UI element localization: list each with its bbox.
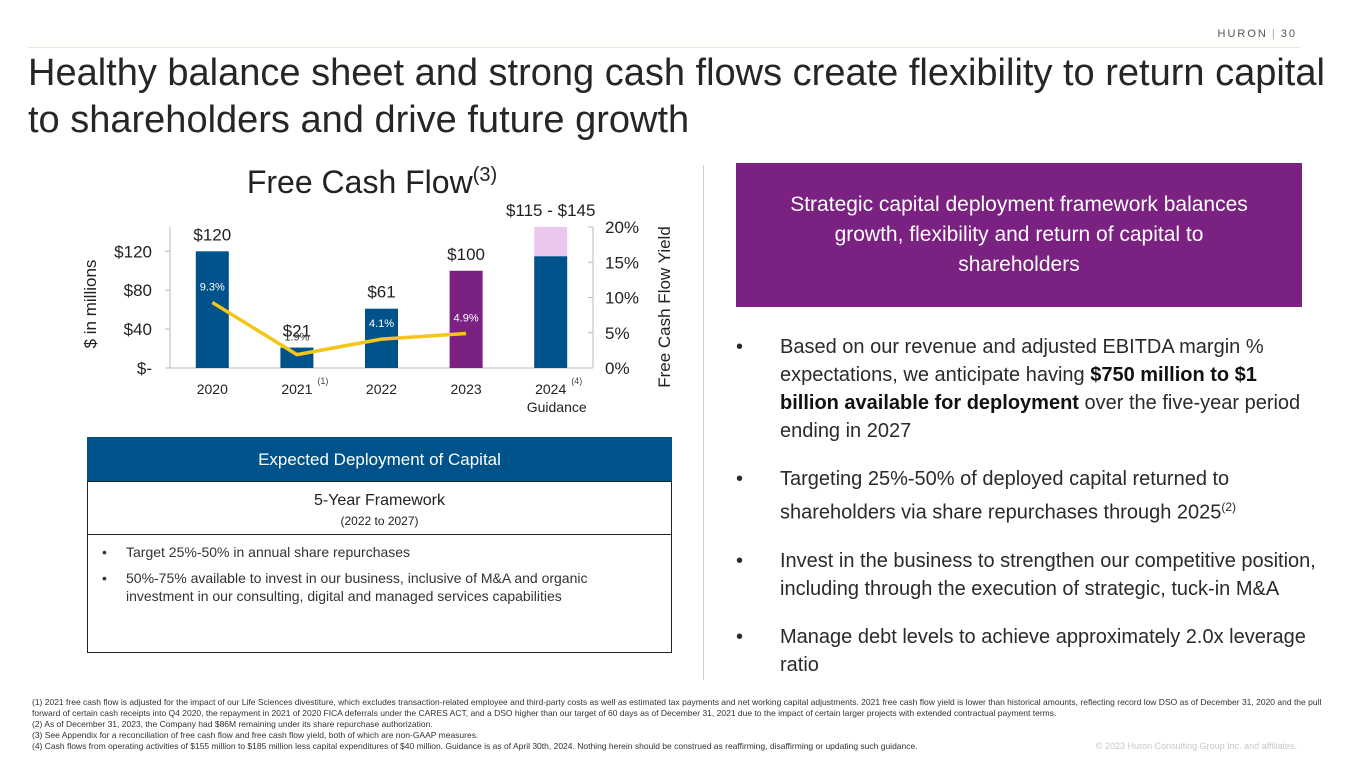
bar-range <box>534 227 568 257</box>
yield-label: 9.3% <box>200 281 225 293</box>
yield-label: 1.9% <box>284 332 309 344</box>
key-point: Based on our revenue and adjusted EBITDA… <box>736 333 1316 445</box>
x-tick-sublabel: Guidance <box>527 399 587 415</box>
key-point: Manage debt levels to achieve approximat… <box>736 623 1316 679</box>
yield-label: 4.1% <box>369 318 394 330</box>
footnote: (3) See Appendix for a reconciliation of… <box>32 730 479 740</box>
y2-tick-label: 15% <box>605 253 639 272</box>
y2-tick-label: 5% <box>605 324 630 343</box>
key-point: Targeting 25%-50% of deployed capital re… <box>736 465 1316 527</box>
x-tick-label: 2020 <box>197 381 228 397</box>
y-axis-label: $ in millions <box>81 260 100 349</box>
bar-value-label: $21 <box>283 322 311 341</box>
framework-list: Target 25%-50% in annual share repurchas… <box>88 543 671 605</box>
deployment-header: Expected Deployment of Capital <box>87 437 672 481</box>
page-number: 30 <box>1280 28 1297 40</box>
footnote: (2) As of December 31, 2023, the Company… <box>32 719 433 729</box>
framework-item: Target 25%-50% in annual share repurchas… <box>102 543 671 561</box>
framework-item: 50%-75% available to invest in our busin… <box>102 569 671 605</box>
footnotes: (1) 2021 free cash flow is adjusted for … <box>32 697 1322 752</box>
bar <box>280 347 314 368</box>
strategy-callout-text: Strategic capital deployment framework b… <box>790 193 1248 276</box>
y-tick-label: $- <box>137 359 152 378</box>
deployment-box: 5-Year Framework (2022 to 2027) Target 2… <box>87 481 672 653</box>
key-point: Invest in the business to strengthen our… <box>736 547 1316 603</box>
footnote: (4) Cash flows from operating activities… <box>32 741 918 751</box>
framework-title: 5-Year Framework <box>313 492 445 509</box>
copyright: © 2023 Huron Consulting Group Inc. and a… <box>1095 741 1297 751</box>
y2-tick-label: 20% <box>605 218 639 237</box>
x-tick-label: 2024 <box>535 381 566 397</box>
bar-value-label: $115 - $145 <box>506 201 595 220</box>
y2-axis-label: Free Cash Flow Yield <box>655 226 674 388</box>
strategy-callout: Strategic capital deployment framework b… <box>736 163 1302 307</box>
free-cash-flow-chart: Free Cash Flow(3) $ in millions Free Cas… <box>81 164 674 415</box>
x-tick-note: (1) <box>317 376 328 386</box>
chart-title: Free Cash Flow(3) <box>247 164 497 200</box>
slide-title: Healthy balance sheet and strong cash fl… <box>28 52 1325 141</box>
bar <box>534 256 568 368</box>
framework-subtitle: (2022 to 2027) <box>340 514 419 528</box>
framework-heading: 5-Year Framework (2022 to 2027) <box>88 482 671 535</box>
bar-value-label: $120 <box>193 225 231 244</box>
y-tick-label: $40 <box>124 320 152 339</box>
key-points-list: Based on our revenue and adjusted EBITDA… <box>736 333 1316 699</box>
yield-line <box>211 300 467 357</box>
x-tick-note: (4) <box>571 376 582 386</box>
bar-value-label: $61 <box>367 283 395 302</box>
footnote: (1) 2021 free cash flow is adjusted for … <box>32 697 1322 718</box>
header-rule <box>28 47 1300 48</box>
bar-value-label: $100 <box>447 245 485 264</box>
y2-tick-label: 0% <box>605 359 630 378</box>
brand-name: HURON <box>1217 28 1268 40</box>
y-tick-label: $80 <box>124 281 152 300</box>
bar <box>449 270 483 368</box>
chart-title-sup: (3) <box>473 164 497 186</box>
column-divider <box>703 165 704 680</box>
chart-title-text: Free Cash Flow <box>247 164 474 200</box>
x-tick-label: 2022 <box>366 381 397 397</box>
y-tick-label: $120 <box>114 242 152 261</box>
key-point-highlight: $750 million to $1 billion available for… <box>780 364 1257 414</box>
page-header: HURON | 30 <box>1217 28 1297 40</box>
y2-tick-label: 10% <box>605 289 639 308</box>
yield-label: 4.9% <box>454 312 479 324</box>
x-tick-label: 2023 <box>451 381 482 397</box>
x-tick-label: 2021 <box>281 381 312 397</box>
